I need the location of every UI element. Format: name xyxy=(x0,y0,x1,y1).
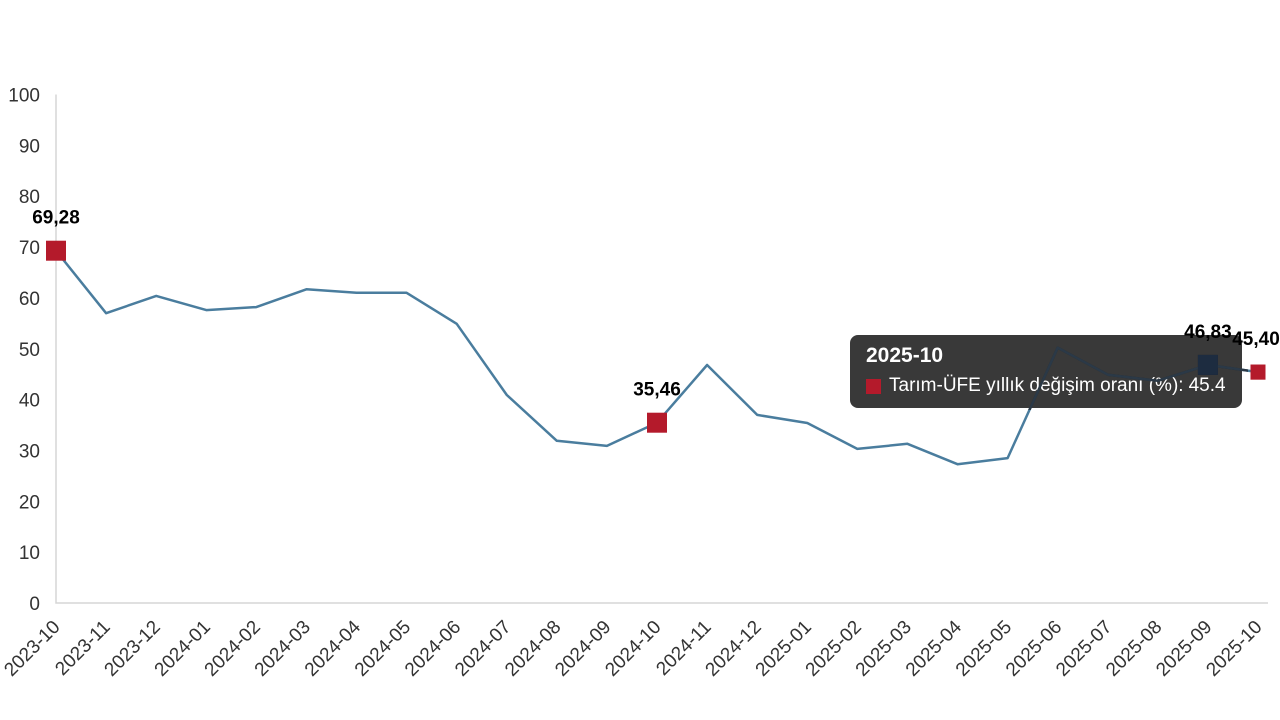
x-axis-tick-label: 2023-10 xyxy=(0,617,64,681)
tooltip-title: 2025-10 xyxy=(866,344,944,367)
y-axis-tick-label: 80 xyxy=(19,187,40,208)
y-axis-tick-label: 20 xyxy=(19,492,40,513)
tooltip-series-label: Tarım-ÜFE yıllık değişim oranı (%) xyxy=(889,375,1179,396)
axis-lines xyxy=(55,94,1268,604)
y-axis-tick-label: 50 xyxy=(19,340,40,361)
chart-tooltip: 2025-10 Tarım-ÜFE yıllık değişim oranı (… xyxy=(850,335,1242,408)
tooltip-separator: : xyxy=(1178,375,1184,396)
y-axis-tick-label: 100 xyxy=(8,86,40,107)
tooltip-value: 45.4 xyxy=(1188,375,1226,396)
y-axis-tick-label: 70 xyxy=(19,238,40,259)
point-label-2023-10: 69,28 xyxy=(32,208,80,229)
point-marker-2025-10[interactable] xyxy=(1250,364,1266,380)
y-axis-tick-label: 0 xyxy=(29,594,40,615)
x-axis-tick-label: 2025-10 xyxy=(1202,617,1266,681)
y-axis-tick-label: 30 xyxy=(19,442,40,463)
tooltip-series-row: Tarım-ÜFE yıllık değişim oranı (%): 45.4 xyxy=(866,375,1226,397)
point-marker-2023-10[interactable] xyxy=(46,240,66,261)
y-axis-tick-label: 90 xyxy=(19,136,40,157)
point-label-2024-10: 35,46 xyxy=(633,380,681,401)
y-axis-tick-label: 10 xyxy=(19,543,40,564)
y-axis-tick-label: 40 xyxy=(19,391,40,412)
point-marker-2024-10[interactable] xyxy=(647,412,667,433)
y-axis-tick-label: 60 xyxy=(19,289,40,310)
tooltip-series-swatch-icon xyxy=(866,378,881,394)
x-axis-tick-label: 2024-10 xyxy=(601,617,665,681)
